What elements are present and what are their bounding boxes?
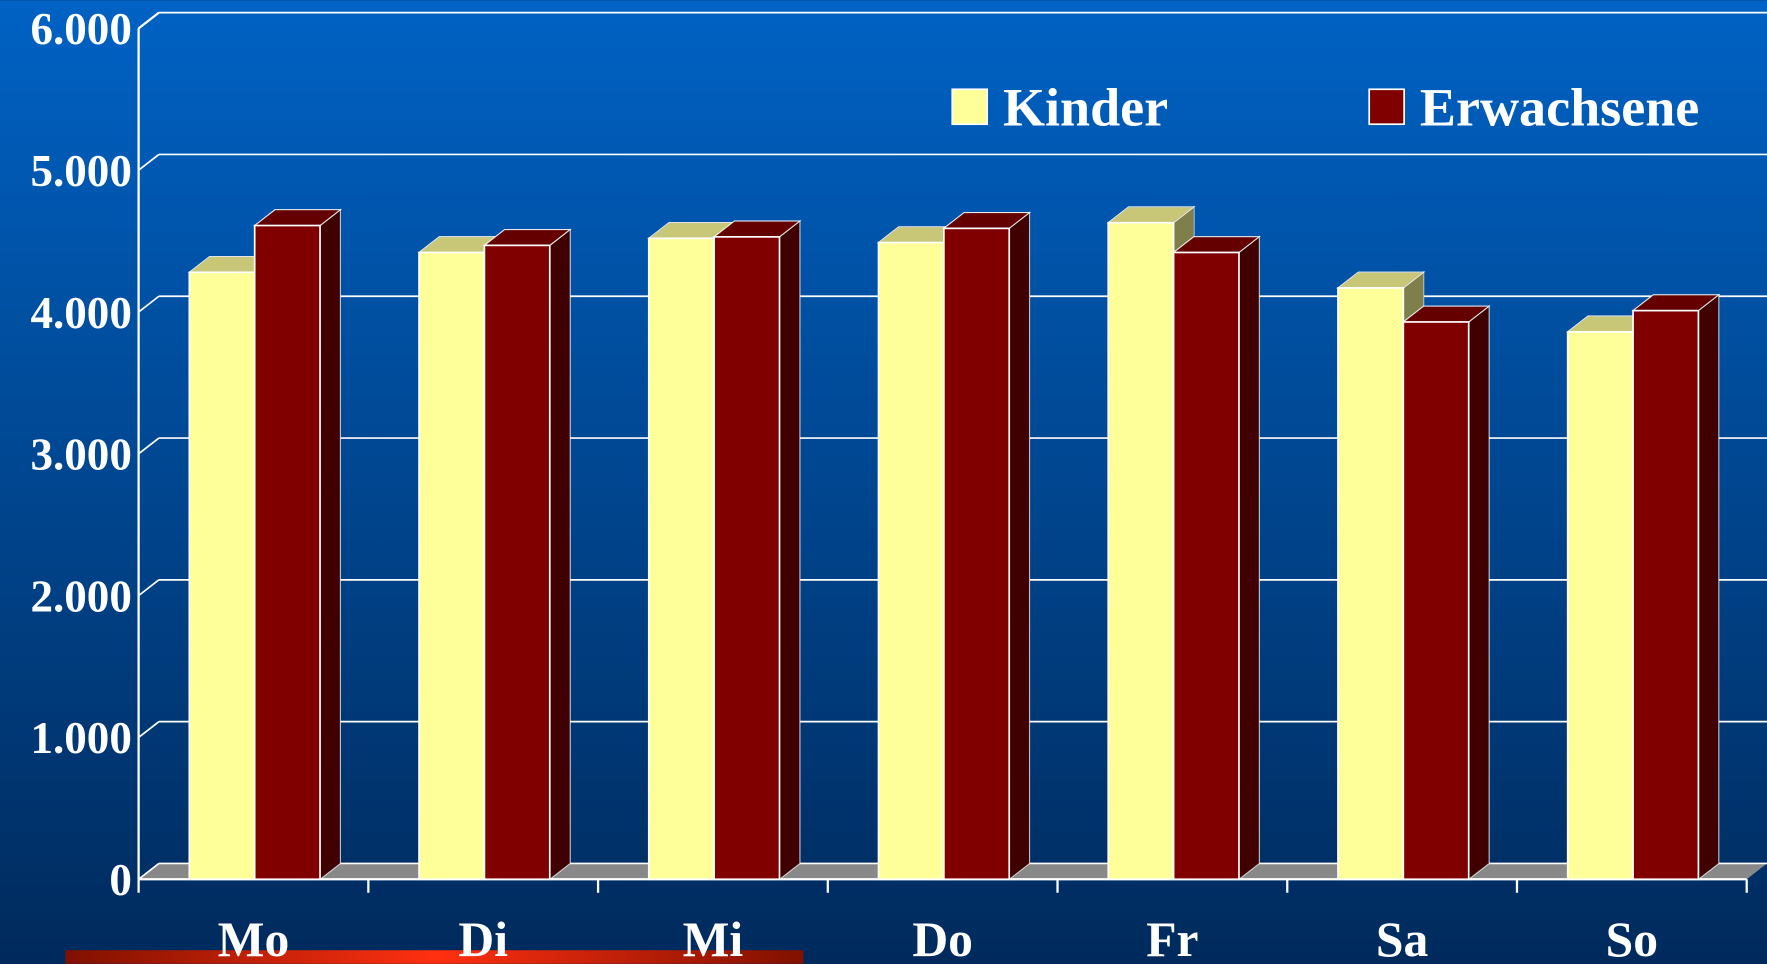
y-tick: [138, 720, 160, 739]
bar-side-shade: [779, 221, 800, 880]
bar-front: [188, 271, 256, 881]
y-tick: [138, 437, 160, 455]
y-tick-label: 0: [109, 855, 132, 905]
y-tick: [138, 11, 160, 30]
x-tick-label: Fr: [1146, 912, 1198, 964]
x-tick-label: Do: [912, 912, 973, 964]
legend-swatch: [1368, 88, 1405, 126]
bar-top-shade: [254, 209, 341, 226]
x-tick-label: Mi: [683, 912, 744, 964]
bar-top-shade: [714, 221, 800, 237]
bar-top-shade: [1337, 272, 1424, 288]
bar-front: [1337, 287, 1405, 881]
bar-side-shade: [1468, 306, 1489, 880]
bar-front: [1566, 331, 1634, 881]
bar: [1401, 305, 1491, 881]
bar-front: [1632, 309, 1700, 881]
bar-front: [877, 241, 945, 881]
y-tick-label: 2.000: [30, 571, 131, 621]
y-tick: [138, 862, 160, 880]
bar-side-shade: [1009, 212, 1030, 880]
legend-label: Kinder: [1003, 77, 1168, 137]
bar-side-shade: [1698, 294, 1719, 880]
bar-front: [418, 251, 486, 881]
bar-top-shade: [419, 236, 505, 253]
bar-top-shade: [189, 256, 275, 273]
y-tick: [138, 295, 160, 313]
bar-side-shade: [549, 229, 571, 880]
bar-front: [1172, 251, 1240, 881]
y-tick-label: 3.000: [30, 430, 131, 480]
legend-swatch: [951, 88, 989, 126]
bar-side-shade: [1238, 236, 1260, 880]
bar-front: [253, 224, 321, 881]
x-tick-label: Mo: [218, 912, 290, 964]
bar-top-shade: [648, 222, 735, 239]
x-tick-label: Sa: [1376, 912, 1429, 964]
bar: [1171, 235, 1261, 881]
bar-top-shade: [1173, 236, 1260, 253]
bar-front: [1107, 221, 1175, 881]
y-tick-label: 6.000: [30, 4, 131, 54]
bar-top-shade: [878, 226, 965, 243]
plot: 0 1.000 2.000 3.000 4.000 5.000 6.000 Mo Di Mi Do F…: [30, 4, 1767, 964]
x-tick-label: Di: [458, 912, 508, 964]
bar-top-shade: [484, 229, 571, 246]
bar-front: [647, 237, 715, 881]
bar-side-shade: [320, 209, 341, 880]
bar-top-shade: [943, 212, 1030, 229]
y-tick: [138, 579, 160, 597]
bar-top-shade: [1403, 306, 1489, 322]
bar-top-shade: [1567, 316, 1654, 332]
y-tick-label: 1.000: [30, 713, 131, 763]
bar: [253, 208, 342, 881]
x-tick-label: So: [1606, 912, 1658, 964]
y-tick-label: 5.000: [30, 146, 131, 196]
y-tick-label: 4.000: [30, 288, 131, 338]
legend-label: Erwachsene: [1420, 77, 1699, 137]
decor-bar: [65, 950, 804, 964]
bar-top-shade: [1633, 294, 1719, 311]
bar: [712, 219, 802, 881]
bar-top-shade: [1108, 206, 1194, 223]
bar: [482, 228, 572, 881]
bar-front: [1402, 321, 1470, 881]
bar-front: [943, 227, 1011, 881]
bar-front: [713, 236, 781, 881]
bar: [1631, 293, 1721, 881]
bar-front: [483, 244, 551, 881]
y-tick: [138, 153, 160, 171]
bar: [942, 211, 1032, 881]
